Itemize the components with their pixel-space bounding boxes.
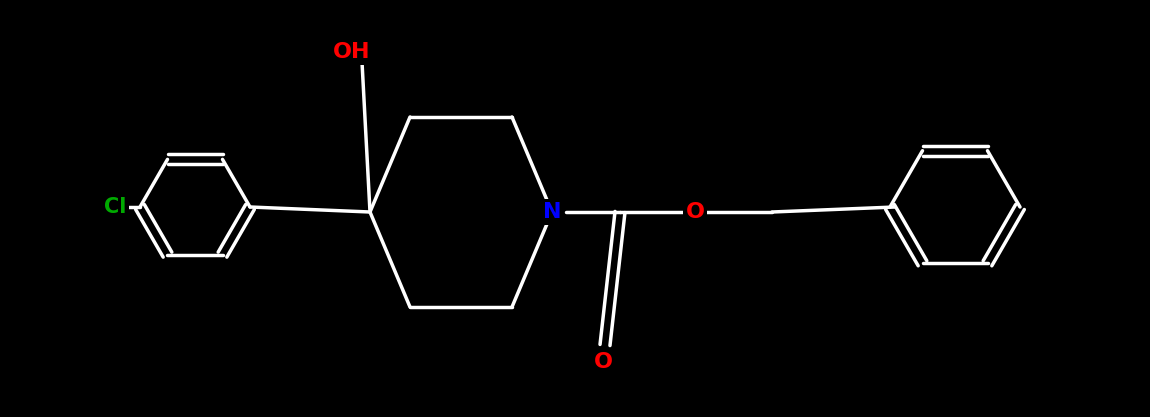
Text: O: O — [593, 352, 613, 372]
Text: OH: OH — [334, 42, 370, 62]
Text: N: N — [543, 202, 561, 222]
Text: Cl: Cl — [104, 197, 126, 217]
Text: O: O — [685, 202, 705, 222]
